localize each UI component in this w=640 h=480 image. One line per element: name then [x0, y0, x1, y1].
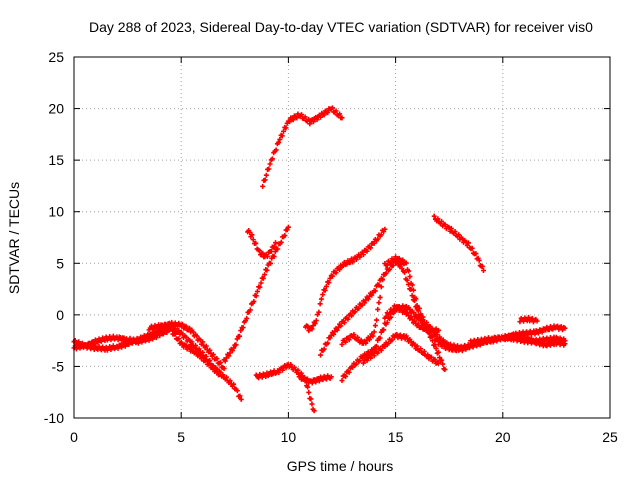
chart-title: Day 288 of 2023, Sidereal Day-to-day VTE…: [89, 19, 593, 35]
x-axis-label: GPS time / hours: [287, 458, 394, 474]
y-tick-label: 20: [48, 101, 64, 117]
y-tick-label: 5: [56, 255, 64, 271]
x-tick-label: 25: [602, 429, 618, 445]
series-markers: [303, 226, 388, 334]
series-markers: [382, 303, 441, 335]
y-axis-label: SDTVAR / TECUs: [6, 182, 22, 294]
series-s4: [221, 224, 291, 364]
y-tick-label: 0: [56, 307, 64, 323]
grid-lines: [74, 57, 610, 418]
series-markers: [500, 331, 568, 349]
data-points: [71, 105, 568, 414]
series-s6: [260, 105, 345, 189]
series-s5: [245, 228, 279, 260]
series-markers: [253, 362, 317, 414]
series-s3: [146, 319, 227, 371]
x-tick-label: 5: [177, 429, 185, 445]
x-tick-label: 10: [281, 429, 297, 445]
y-tick-label: -5: [52, 358, 65, 374]
y-tick-label: 15: [48, 152, 64, 168]
series-markers: [221, 224, 291, 364]
series-s12: [360, 331, 441, 366]
series-s15: [431, 213, 487, 274]
axis-ticks: 0 5 10 15 20 25 -10 -5 0 5 10 15 20 25: [44, 49, 618, 445]
y-tick-label: 10: [48, 204, 64, 220]
series-markers: [146, 319, 227, 371]
series-markers: [296, 373, 334, 386]
series-s8: [296, 373, 334, 386]
series-s14: [382, 303, 441, 335]
x-tick-label: 0: [70, 429, 78, 445]
series-markers: [517, 314, 540, 325]
series-s7: [253, 362, 317, 414]
x-tick-label: 20: [495, 429, 511, 445]
y-tick-label: -10: [44, 410, 64, 426]
series-markers: [260, 105, 345, 189]
series-s9: [303, 226, 388, 334]
y-tick-label: 25: [48, 49, 64, 65]
series-s17: [500, 331, 568, 349]
series-markers: [431, 213, 487, 274]
plot-frame: [73, 56, 611, 419]
x-tick-label: 15: [388, 429, 404, 445]
series-markers: [360, 331, 441, 366]
series-markers: [245, 228, 279, 260]
series-s18: [517, 314, 540, 325]
